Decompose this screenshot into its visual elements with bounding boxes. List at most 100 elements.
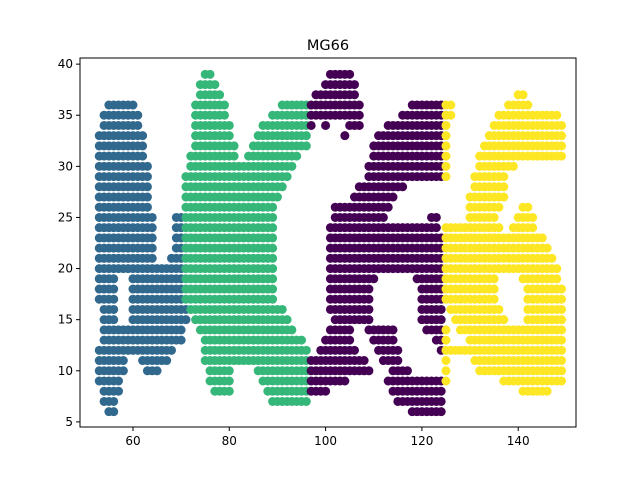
scatter-point xyxy=(301,131,311,141)
scatter-point xyxy=(224,366,234,376)
scatter-point xyxy=(499,182,509,192)
scatter-point xyxy=(557,120,567,130)
scatter-point xyxy=(441,325,451,335)
scatter-point xyxy=(345,69,355,79)
scatter-point xyxy=(499,192,509,202)
scatter-point xyxy=(142,182,152,192)
scatter-point xyxy=(147,223,157,233)
scatter-point xyxy=(557,304,567,314)
scatter-point xyxy=(219,100,229,110)
y-tick-label: 15 xyxy=(58,313,73,327)
scatter-point xyxy=(118,366,128,376)
scatter-point xyxy=(142,192,152,202)
scatter-point xyxy=(431,223,441,233)
scatter-point xyxy=(277,304,287,314)
scatter-point xyxy=(441,120,451,130)
scatter-point xyxy=(494,202,504,212)
series-3 xyxy=(441,90,567,396)
scatter-point xyxy=(181,315,191,325)
scatter-point xyxy=(441,172,451,182)
scatter-point xyxy=(268,284,278,294)
scatter-point xyxy=(557,131,567,141)
scatter-point xyxy=(224,386,234,396)
series-1 xyxy=(181,69,311,406)
scatter-point xyxy=(518,90,528,100)
series-0 xyxy=(94,100,191,417)
scatter-point xyxy=(147,233,157,243)
scatter-point xyxy=(292,151,302,161)
scatter-point xyxy=(268,294,278,304)
scatter-point xyxy=(552,274,562,284)
scatter-point xyxy=(393,345,403,355)
scatter-point xyxy=(364,366,374,376)
scatter-point xyxy=(388,325,398,335)
y-tick-label: 10 xyxy=(58,364,73,378)
scatter-point xyxy=(301,345,311,355)
scatter-point xyxy=(215,90,225,100)
y-tick-label: 35 xyxy=(58,108,73,122)
y-tick-label: 40 xyxy=(58,57,73,71)
scatter-point xyxy=(523,202,533,212)
scatter-point xyxy=(557,294,567,304)
scatter-point xyxy=(224,131,234,141)
scatter-point xyxy=(321,120,331,130)
scatter-point xyxy=(268,243,278,253)
scatter-point xyxy=(489,212,499,222)
scatter-point xyxy=(340,376,350,386)
series-2 xyxy=(306,69,446,417)
scatter-point xyxy=(142,202,152,212)
scatter-point xyxy=(547,253,557,263)
scatter-point xyxy=(446,100,456,110)
plot-frame xyxy=(79,57,577,428)
scatter-point xyxy=(224,376,234,386)
scatter-point xyxy=(557,284,567,294)
scatter-point xyxy=(436,304,446,314)
scatter-point xyxy=(557,315,567,325)
scatter-point xyxy=(441,335,451,345)
scatter-point xyxy=(489,294,499,304)
x-tick-label: 120 xyxy=(410,434,433,448)
scatter-point xyxy=(118,356,128,366)
scatter-point xyxy=(282,315,292,325)
scatter-point xyxy=(431,212,441,222)
scatter-point xyxy=(109,407,119,417)
scatter-point xyxy=(557,335,567,345)
scatter-point xyxy=(557,151,567,161)
scatter-point xyxy=(557,356,567,366)
scatter-point xyxy=(354,120,364,130)
scatter-point xyxy=(109,304,119,314)
scatter-point xyxy=(552,264,562,274)
scatter-point xyxy=(109,315,119,325)
scatter-point xyxy=(128,100,138,110)
scatter-point xyxy=(542,243,552,253)
scatter-point xyxy=(176,335,186,345)
scatter-point xyxy=(436,396,446,406)
x-axis-ticks: 60 80 100 120 140 xyxy=(125,427,530,448)
scatter-point xyxy=(523,100,533,110)
scatter-point xyxy=(441,366,451,376)
scatter-point xyxy=(229,151,239,161)
scatter-point xyxy=(282,172,292,182)
scatter-point xyxy=(369,274,379,284)
scatter-point xyxy=(287,161,297,171)
x-tick-label: 140 xyxy=(507,434,530,448)
scatter-point xyxy=(402,366,412,376)
x-tick-label: 80 xyxy=(222,434,237,448)
scatter-point xyxy=(542,386,552,396)
y-tick-label: 5 xyxy=(65,415,73,429)
scatter-point xyxy=(109,294,119,304)
scatter-point xyxy=(436,386,446,396)
scatter-point xyxy=(499,172,509,182)
scatter-point xyxy=(364,294,374,304)
scatter-point xyxy=(162,356,172,366)
scatter-point xyxy=(557,345,567,355)
y-tick-label: 30 xyxy=(58,159,73,173)
x-tick-label: 100 xyxy=(314,434,337,448)
scatter-point xyxy=(441,141,451,151)
scatter-point xyxy=(436,315,446,325)
y-tick-label: 25 xyxy=(58,210,73,224)
scatter-point xyxy=(268,212,278,222)
y-axis-ticks: 5 10 15 20 25 30 35 40 xyxy=(58,57,80,429)
scatter-point xyxy=(441,161,451,171)
scatter-point xyxy=(138,151,148,161)
